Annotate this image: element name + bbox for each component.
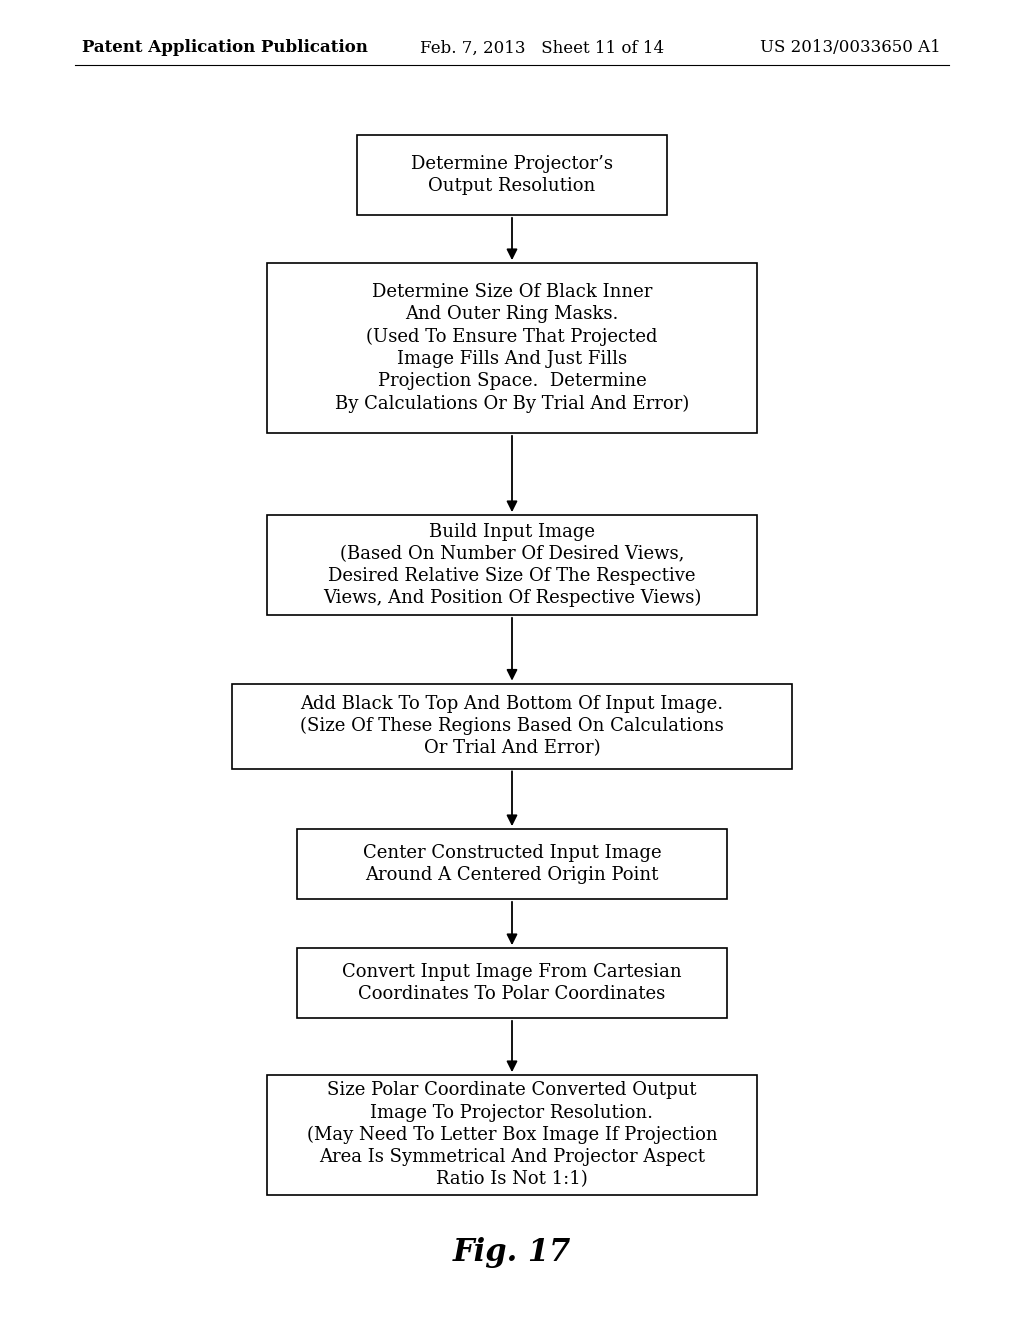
Text: Size Polar Coordinate Converted Output
Image To Projector Resolution.
(May Need : Size Polar Coordinate Converted Output I… — [306, 1081, 718, 1188]
Text: Fig. 17: Fig. 17 — [453, 1238, 571, 1269]
Bar — [232, 684, 792, 768]
Bar — [267, 515, 757, 615]
Bar — [267, 263, 757, 433]
Text: Build Input Image
(Based On Number Of Desired Views,
Desired Relative Size Of Th: Build Input Image (Based On Number Of De… — [323, 523, 701, 607]
Text: Determine Projector’s
Output Resolution: Determine Projector’s Output Resolution — [411, 154, 613, 195]
Text: Center Constructed Input Image
Around A Centered Origin Point: Center Constructed Input Image Around A … — [362, 843, 662, 884]
Text: Feb. 7, 2013   Sheet 11 of 14: Feb. 7, 2013 Sheet 11 of 14 — [420, 40, 665, 57]
Text: Determine Size Of Black Inner
And Outer Ring Masks.
(Used To Ensure That Project: Determine Size Of Black Inner And Outer … — [335, 284, 689, 413]
Text: Add Black To Top And Bottom Of Input Image.
(Size Of These Regions Based On Calc: Add Black To Top And Bottom Of Input Ima… — [300, 694, 724, 758]
Text: Convert Input Image From Cartesian
Coordinates To Polar Coordinates: Convert Input Image From Cartesian Coord… — [342, 962, 682, 1003]
Bar — [267, 1074, 757, 1195]
Bar — [297, 948, 727, 1018]
Bar — [297, 829, 727, 899]
Text: Patent Application Publication: Patent Application Publication — [82, 40, 368, 57]
Bar — [357, 135, 667, 215]
Text: US 2013/0033650 A1: US 2013/0033650 A1 — [760, 40, 941, 57]
